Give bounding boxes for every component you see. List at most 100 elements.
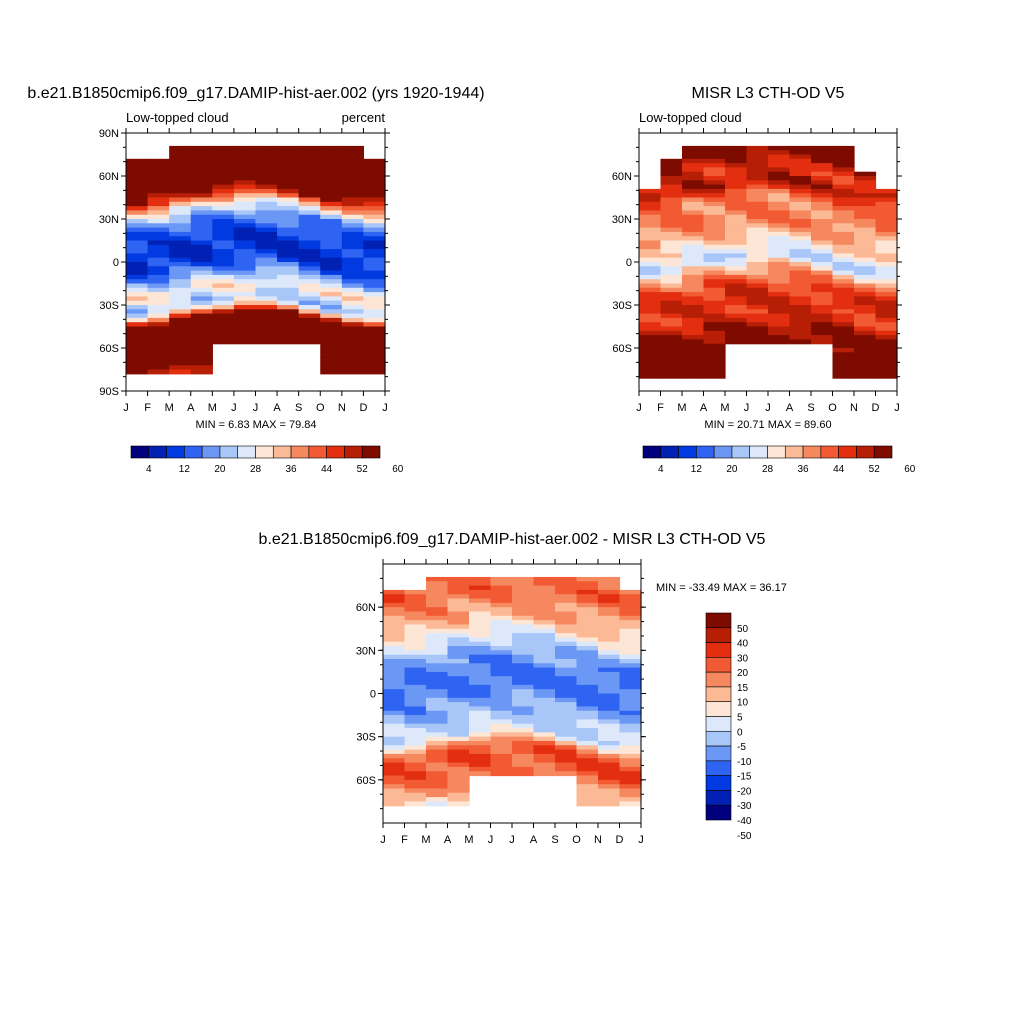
field-cell [725, 158, 748, 164]
field-cell [832, 223, 855, 229]
field-cell [512, 615, 535, 621]
field-cell [746, 214, 769, 220]
field-cell [126, 184, 149, 190]
field-cell [832, 369, 855, 375]
field-cell [447, 676, 470, 682]
field-cell [233, 154, 257, 160]
field-cell [404, 650, 427, 656]
field-cell [169, 171, 192, 177]
colorbar-label: 44 [833, 464, 845, 475]
field-cell [490, 576, 513, 582]
field-cell [320, 348, 343, 353]
field-cell [576, 581, 599, 587]
field-cell [533, 637, 556, 643]
field-cell [703, 365, 726, 371]
field-cell [576, 788, 599, 794]
field-cell [789, 214, 812, 220]
field-cell [682, 163, 705, 168]
field-cell [533, 740, 556, 746]
field-cell [832, 188, 855, 194]
field-cell [426, 788, 449, 794]
colorbar-label: 30 [737, 653, 749, 664]
field-cell [363, 236, 386, 242]
field-cell [383, 650, 406, 656]
field-cell [576, 697, 599, 703]
field-cell [212, 176, 235, 181]
field-cell [725, 193, 748, 199]
field-cell [703, 270, 726, 276]
field-cell [576, 762, 599, 768]
field-cell [789, 339, 812, 345]
field-cell [298, 231, 321, 237]
field-cell [811, 270, 834, 276]
field-cell [555, 598, 578, 604]
field-cell [789, 176, 812, 181]
field-cell [660, 266, 683, 272]
field-cell [320, 167, 343, 173]
field-cell [233, 145, 257, 151]
field-cell [875, 348, 898, 353]
field-cell [619, 784, 642, 790]
field-cell [768, 313, 791, 319]
field-cell [619, 676, 642, 682]
field-cell [703, 145, 726, 151]
field-cell [126, 330, 149, 336]
field-cell [682, 244, 705, 250]
field-cell [789, 167, 812, 173]
field-cell [832, 330, 855, 336]
field-cell [190, 253, 213, 259]
field-cell [512, 654, 535, 660]
field-cell [190, 343, 213, 349]
field-cell [725, 180, 748, 186]
field-cell [169, 369, 192, 375]
field-cell [469, 702, 492, 708]
colorbar-label: 4 [146, 464, 152, 475]
field-cell [746, 300, 769, 306]
x-tick-label: F [401, 834, 408, 846]
field-cell [426, 749, 449, 755]
field-cell [298, 253, 321, 259]
field-cell [490, 736, 513, 742]
field-cell [660, 197, 683, 203]
field-cell [555, 628, 578, 634]
field-cell [576, 740, 599, 746]
field-cell [746, 219, 769, 224]
field-cell [190, 360, 213, 366]
field-cell [426, 663, 449, 669]
field-cell [426, 736, 449, 742]
y-tick-label: 60N [99, 171, 119, 183]
field-cell [789, 317, 812, 323]
field-cell [469, 576, 492, 582]
field-cell [126, 339, 149, 345]
field-cell [426, 585, 449, 591]
field-cell [619, 689, 642, 695]
field-cell [255, 262, 278, 267]
field-cell [660, 180, 683, 186]
field-cell [512, 693, 535, 699]
field-cell [746, 287, 769, 293]
field-cell [320, 270, 343, 276]
field-cell [233, 313, 257, 319]
field-cell [255, 257, 278, 263]
field-cell [875, 322, 898, 328]
field-cell [126, 300, 149, 306]
field-cell [383, 676, 406, 682]
field-cell [277, 257, 300, 263]
field-cell [490, 710, 513, 716]
field-cell [598, 753, 621, 759]
field-cell [298, 163, 321, 168]
field-cell [363, 292, 386, 297]
field-cell [875, 339, 898, 345]
field-cell [212, 270, 235, 276]
field-cell [725, 274, 748, 280]
field-cell [703, 369, 726, 375]
field-cell [298, 292, 321, 297]
field-cell [598, 745, 621, 751]
colorbar-swatch [731, 445, 751, 459]
field-cell [277, 283, 300, 289]
field-cell [320, 343, 343, 349]
field-cell [233, 223, 257, 229]
field-cell [363, 296, 386, 302]
field-cell [169, 262, 192, 267]
field-cell [447, 658, 470, 664]
